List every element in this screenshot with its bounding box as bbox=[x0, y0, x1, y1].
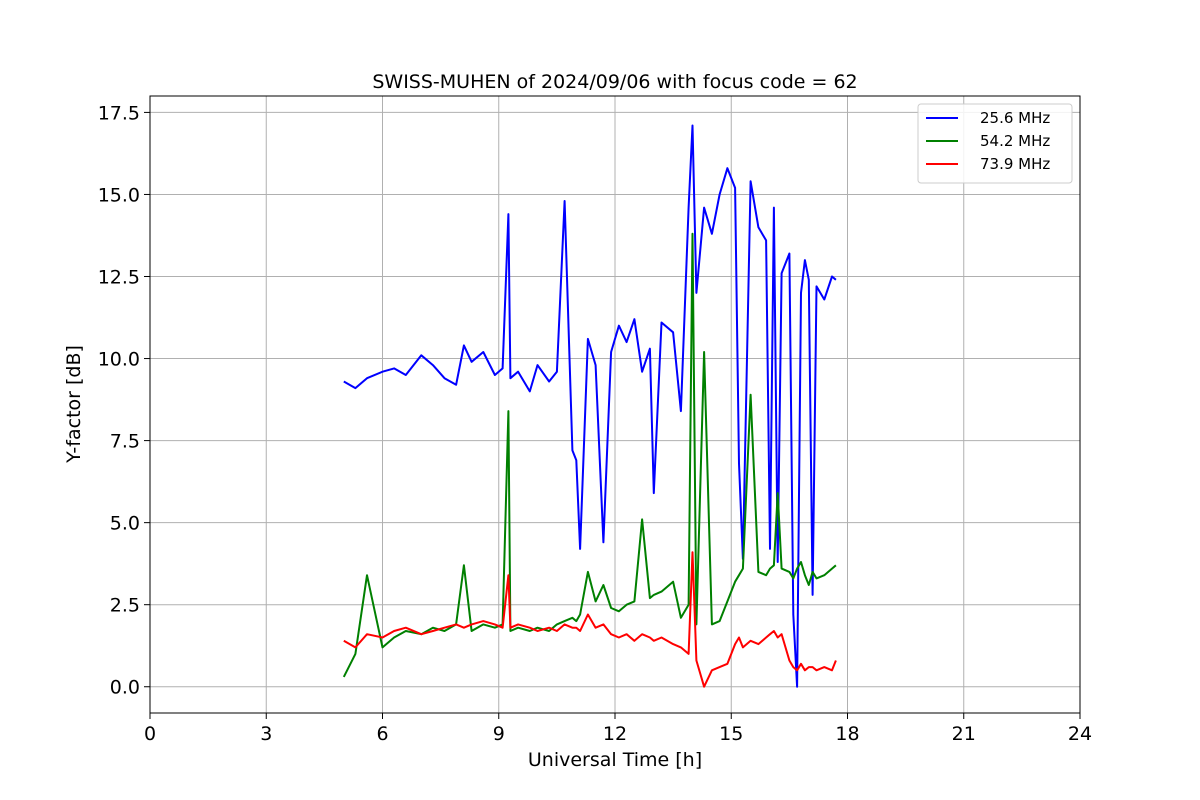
x-tick-label: 0 bbox=[144, 723, 156, 745]
legend-label: 54.2 MHz bbox=[980, 132, 1050, 150]
x-tick-label: 18 bbox=[835, 723, 859, 745]
x-tick-label: 9 bbox=[493, 723, 505, 745]
legend-label: 73.9 MHz bbox=[980, 155, 1050, 173]
legend: 25.6 MHz 54.2 MHz 73.9 MHz bbox=[917, 103, 1073, 184]
x-tick-label: 12 bbox=[603, 723, 627, 745]
series-line-25-6-mhz bbox=[343, 124, 837, 688]
y-tick-label: 12.5 bbox=[98, 267, 140, 289]
x-axis-ticks: 0 3 6 9 12 15 18 21 24 bbox=[144, 713, 1092, 745]
x-tick-label: 3 bbox=[260, 723, 272, 745]
y-tick-label: 2.5 bbox=[110, 595, 140, 617]
x-axis-label: Universal Time [h] bbox=[528, 749, 702, 771]
y-tick-label: 17.5 bbox=[98, 102, 140, 124]
y-tick-label: 15.0 bbox=[98, 184, 140, 206]
x-tick-label: 15 bbox=[719, 723, 743, 745]
x-tick-label: 6 bbox=[376, 723, 388, 745]
legend-label: 25.6 MHz bbox=[980, 109, 1050, 127]
series-line-73-9-mhz bbox=[343, 551, 837, 688]
y-axis-ticks: 0.0 2.5 5.0 7.5 10.0 12.5 15.0 17.5 bbox=[98, 102, 150, 699]
plot-series bbox=[342, 124, 837, 688]
chart-title: SWISS-MUHEN of 2024/09/06 with focus cod… bbox=[372, 71, 857, 93]
y-tick-label: 0.0 bbox=[110, 677, 140, 699]
x-tick-label: 21 bbox=[952, 723, 976, 745]
x-tick-label: 24 bbox=[1068, 723, 1092, 745]
series-line-54-2-mhz bbox=[342, 232, 837, 678]
y-tick-label: 5.0 bbox=[110, 513, 140, 535]
y-tick-label: 7.5 bbox=[110, 431, 140, 453]
grid-lines bbox=[149, 96, 1081, 713]
y-axis-label: Y-factor [dB] bbox=[63, 345, 85, 464]
y-tick-label: 10.0 bbox=[98, 349, 140, 371]
